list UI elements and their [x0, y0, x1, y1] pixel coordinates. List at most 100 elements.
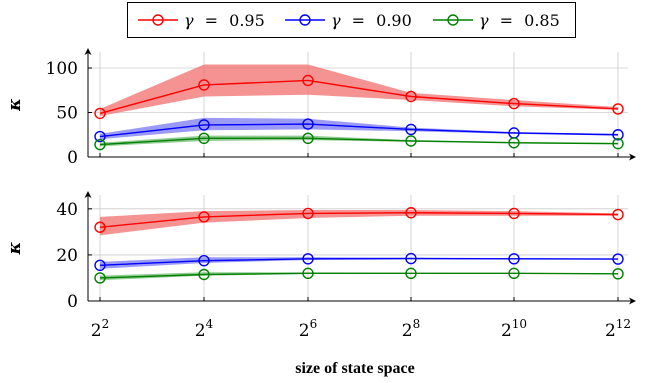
point-1-2-5: [612, 268, 624, 280]
x-tick-label-exp-4: 10: [512, 317, 527, 331]
series-line-0-0: [99, 79, 619, 115]
point-0-1-2: [302, 118, 314, 130]
point-0-2-1: [198, 132, 210, 145]
panel-1: 0 20 40 κ: [5, 191, 636, 312]
point-0-2-2: [302, 132, 314, 145]
y-axis-arrow-0: [84, 48, 92, 55]
point-1-0-2: [302, 207, 314, 220]
x-axis-arrow-1: [629, 297, 636, 305]
point-0-0-5: [612, 103, 624, 115]
point-0-1-1: [198, 119, 210, 131]
point-1-2-1: [198, 268, 210, 281]
x-tick-label-base-0: 2: [91, 321, 102, 341]
point-1-2-3: [405, 267, 417, 280]
band-0-0: [100, 64, 618, 117]
y-tick-label-0-2: 100: [46, 59, 78, 79]
x-tick-label-5: 212: [605, 317, 631, 341]
point-0-0-3: [405, 90, 417, 103]
point-1-0-5: [612, 208, 624, 221]
y-tick-label-0-1: 50: [56, 104, 78, 124]
x-tick-label-base-3: 2: [402, 321, 413, 341]
band-0-2: [100, 135, 618, 147]
series-line-0-2: [99, 137, 619, 146]
point-1-2-4: [508, 267, 520, 280]
legend-value-0: 0.95: [229, 11, 265, 30]
x-tick-label-base-5: 2: [605, 321, 616, 341]
y-axis-arrow-1: [84, 191, 92, 198]
point-0-2-5: [612, 137, 624, 150]
point-1-1-4: [508, 253, 520, 265]
point-1-1-2: [302, 253, 314, 265]
point-1-0-4: [508, 207, 520, 220]
axes-1: 0 20 40: [56, 191, 636, 312]
legend-symbol-2: γ: [479, 11, 489, 30]
point-1-1-3: [405, 252, 417, 265]
legend-box: [127, 2, 576, 38]
point-0-2-0: [94, 138, 106, 151]
svg-text:γ = 0.90: γ = 0.90: [331, 11, 412, 30]
y-axis-label-0: κ: [5, 98, 25, 112]
point-1-2-2: [302, 267, 314, 280]
x-axis-title: size of state space: [295, 360, 415, 377]
legend-value-2: 0.85: [524, 11, 560, 30]
legend-symbol-0: γ: [184, 11, 194, 30]
legend-entry-2: γ = 0.85: [433, 11, 560, 30]
x-tick-labels: 22 24 26 28 210 212: [91, 317, 631, 341]
x-tick-label-3: 28: [402, 317, 420, 341]
y-tick-label-0-0: 0: [67, 148, 78, 168]
x-tick-label-base-4: 2: [501, 321, 512, 341]
point-0-2-4: [508, 137, 520, 149]
legend-value-1: 0.90: [376, 11, 412, 30]
x-axis-arrow-0: [629, 153, 636, 161]
x-tick-label-exp-2: 6: [310, 317, 318, 331]
legend-marker-2: [447, 14, 459, 26]
point-1-1-0: [94, 259, 106, 271]
point-0-2-3: [405, 135, 417, 147]
y-tick-label-1-2: 40: [56, 200, 78, 220]
legend-equals-1: =: [352, 11, 365, 30]
point-0-1-5: [612, 129, 624, 141]
legend-marker-1: [299, 14, 311, 26]
legend-entry-1: γ = 0.90: [285, 11, 412, 30]
plot-panels: 0 50 100 κ 0 20 40 κ: [5, 48, 636, 312]
point-0-0-0: [94, 107, 106, 120]
axes-0: 0 50 100: [46, 48, 636, 168]
legend: γ = 0.95 γ = 0.90 γ = 0.85: [127, 2, 576, 38]
x-tick-label-exp-3: 8: [413, 317, 421, 331]
series-line-0-1: [99, 123, 619, 138]
x-tick-label-1: 24: [195, 317, 214, 341]
point-1-0-1: [198, 211, 210, 223]
point-1-1-5: [612, 253, 624, 265]
x-tick-label-exp-1: 4: [206, 317, 214, 331]
point-0-0-2: [302, 74, 314, 87]
legend-symbol-1: γ: [331, 11, 341, 30]
legend-marker-0: [152, 14, 164, 26]
panel-0: 0 50 100 κ: [5, 48, 636, 168]
x-tick-label-exp-0: 2: [102, 317, 110, 331]
point-0-0-1: [198, 79, 210, 91]
legend-equals-2: =: [500, 11, 513, 30]
series-line-1-1: [99, 257, 619, 266]
point-0-1-3: [405, 123, 417, 136]
point-1-0-0: [94, 221, 106, 233]
series-line-1-2: [99, 272, 619, 279]
x-tick-label-base-1: 2: [195, 321, 206, 341]
x-tick-label-0: 22: [91, 317, 109, 341]
y-tick-label-1-1: 20: [56, 246, 78, 266]
point-1-2-0: [94, 272, 106, 284]
x-tick-label-exp-5: 12: [616, 317, 631, 331]
point-0-1-0: [94, 130, 106, 143]
legend-entry-0: γ = 0.95: [138, 11, 265, 30]
y-tick-label-1-0: 0: [67, 292, 78, 312]
svg-text:γ = 0.95: γ = 0.95: [184, 11, 265, 30]
point-0-0-4: [508, 97, 520, 110]
x-tick-label-base-2: 2: [299, 321, 310, 341]
point-1-0-3: [405, 207, 417, 219]
band-0-1: [100, 117, 618, 140]
svg-text:γ = 0.85: γ = 0.85: [479, 11, 560, 30]
legend-equals-0: =: [205, 11, 218, 30]
y-axis-label-1: κ: [5, 241, 25, 255]
x-tick-label-4: 210: [501, 317, 527, 341]
x-tick-label-2: 26: [299, 317, 317, 341]
